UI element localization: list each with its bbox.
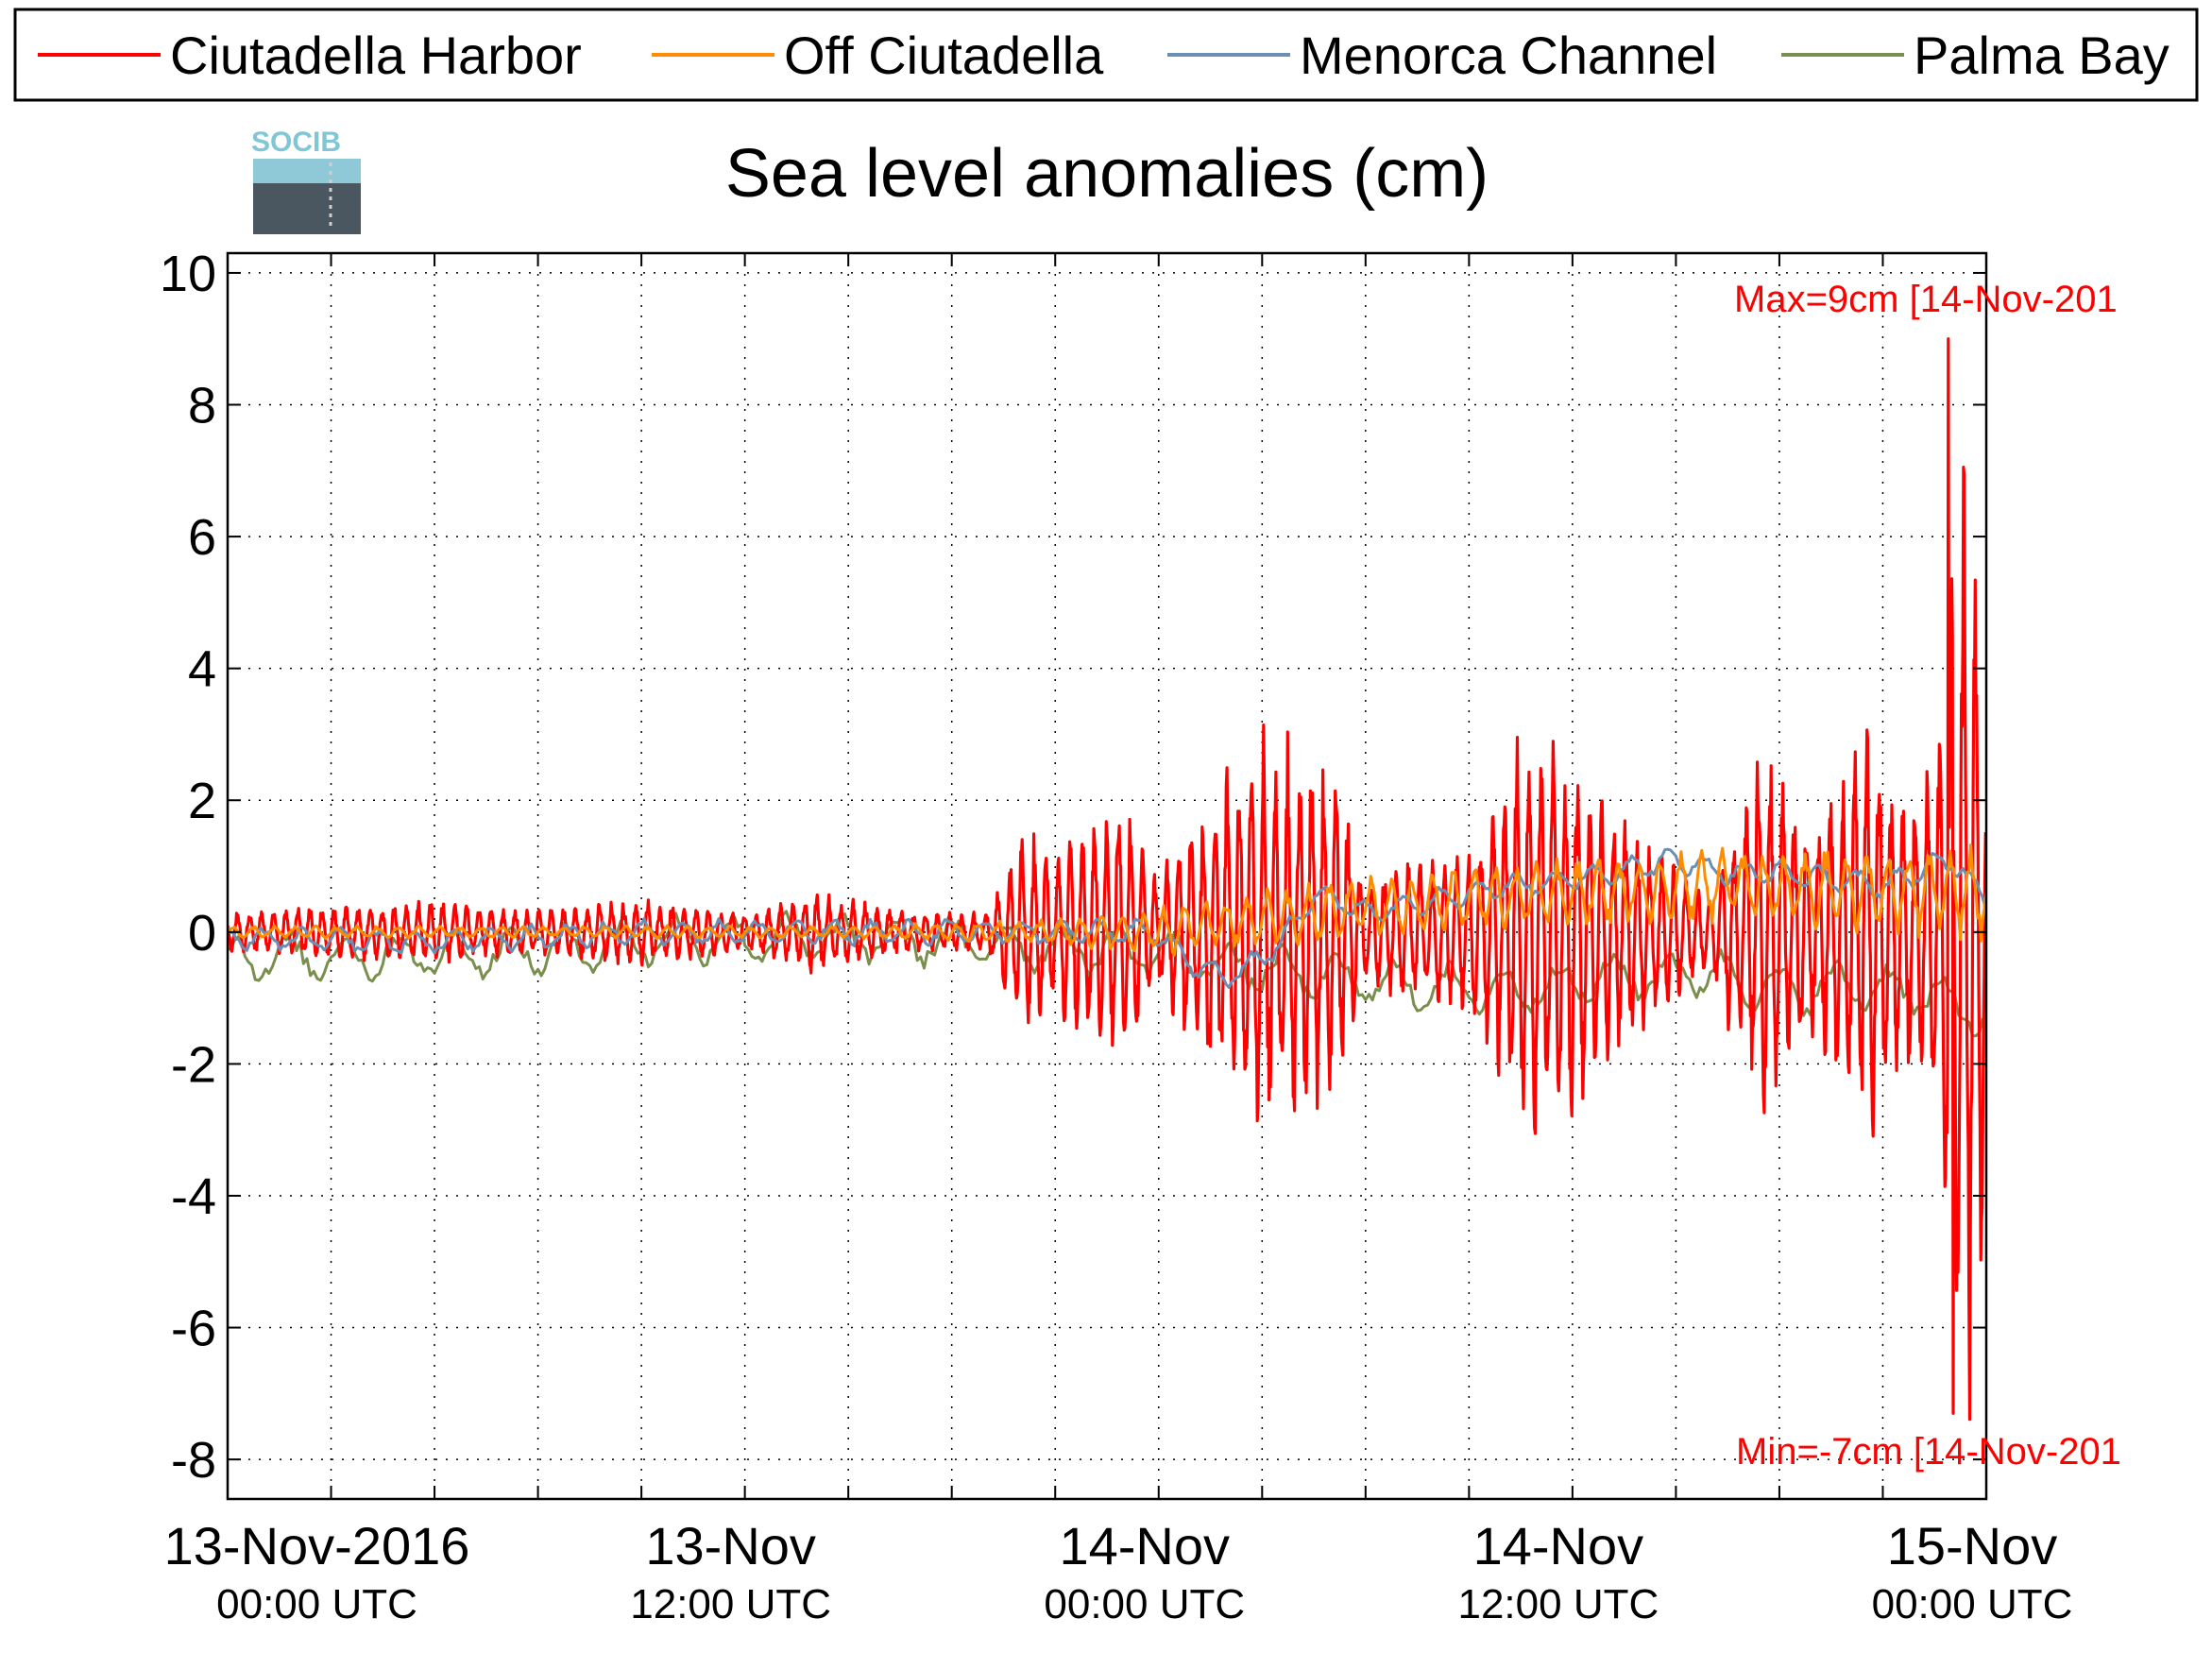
chart-title: Sea level anomalies (cm): [725, 136, 1489, 212]
x-tick-date-label: 13-Nov-2016: [164, 1516, 470, 1575]
logo-water: [253, 159, 361, 183]
legend-label-2: Off Ciutadella: [784, 26, 1104, 85]
x-tick-time-label: 12:00 UTC: [630, 1581, 831, 1627]
axis-ticks: [228, 253, 1987, 1499]
y-tick-label: 4: [188, 641, 216, 698]
x-tick-time-label: 00:00 UTC: [1872, 1581, 2073, 1627]
x-axis-tick-labels: 13-Nov-2016 00:00 UTC 13-Nov 12:00 UTC 14-No…: [164, 1516, 2073, 1627]
y-tick-label: 2: [188, 773, 216, 829]
legend: Ciutadella Harbor Off Ciutadella Menorca C…: [13, 8, 2199, 102]
y-axis-tick-labels: 10 8 6 4 2 0 -2 -4 -6 -8: [160, 246, 216, 1489]
y-tick-label: 0: [188, 905, 216, 962]
x-tick-date-label: 14-Nov: [1473, 1516, 1644, 1575]
logo-text: SOCIB: [251, 127, 341, 158]
y-tick-label: 10: [160, 246, 216, 302]
x-tick-time-label: 12:00 UTC: [1457, 1581, 1659, 1627]
series-layer: [228, 337, 1986, 1422]
series-line-ciutadella-harbor: [228, 337, 1986, 1422]
min-annotation: Min=-7cm [14-Nov-201: [1736, 1431, 2121, 1473]
legend-label-4: Palma Bay: [1914, 26, 2169, 85]
y-tick-label: -4: [171, 1168, 216, 1225]
socib-logo: SOCIB: [251, 127, 361, 234]
grid-lines: [228, 253, 1987, 1499]
x-tick-date-label: 13-Nov: [645, 1516, 816, 1575]
max-annotation: Max=9cm [14-Nov-201: [1734, 279, 2118, 320]
legend-label-1: Ciutadella Harbor: [170, 26, 582, 85]
plot-area: [226, 251, 1988, 1501]
series-line-off-ciutadella: [228, 843, 1986, 957]
y-tick-label: -6: [171, 1301, 216, 1357]
y-tick-label: -2: [171, 1036, 216, 1093]
x-tick-time-label: 00:00 UTC: [1044, 1581, 1245, 1627]
y-tick-label: 6: [188, 509, 216, 566]
plot-frame: [226, 251, 1988, 1501]
y-tick-label: 8: [188, 378, 216, 434]
y-tick-label: -8: [171, 1432, 216, 1489]
x-tick-date-label: 14-Nov: [1059, 1516, 1230, 1575]
x-tick-date-label: 15-Nov: [1887, 1516, 2058, 1575]
x-tick-time-label: 00:00 UTC: [216, 1581, 417, 1627]
legend-label-3: Menorca Channel: [1300, 26, 1717, 85]
